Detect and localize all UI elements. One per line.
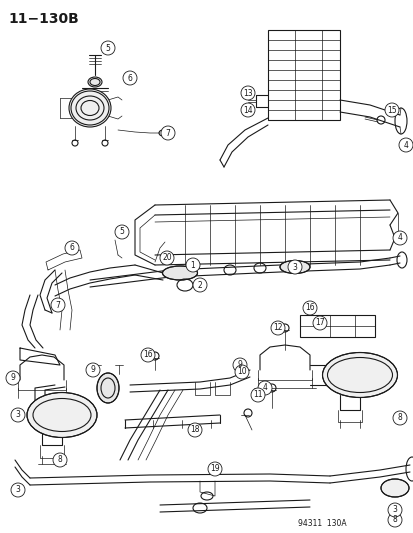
Text: 5: 5: [119, 228, 124, 237]
Ellipse shape: [88, 77, 102, 87]
Text: 16: 16: [304, 303, 314, 312]
Circle shape: [250, 388, 264, 402]
Ellipse shape: [27, 392, 97, 438]
Text: 8: 8: [57, 456, 62, 464]
Circle shape: [86, 363, 100, 377]
Text: 10: 10: [237, 367, 246, 376]
Text: 13: 13: [242, 88, 252, 98]
Circle shape: [123, 71, 137, 85]
Circle shape: [257, 381, 271, 395]
Text: 17: 17: [314, 319, 324, 327]
Circle shape: [11, 408, 25, 422]
Circle shape: [235, 365, 248, 379]
Circle shape: [240, 103, 254, 117]
Circle shape: [51, 298, 65, 312]
Circle shape: [141, 348, 154, 362]
Circle shape: [312, 316, 326, 330]
Ellipse shape: [380, 479, 408, 497]
Ellipse shape: [322, 352, 396, 398]
Circle shape: [115, 225, 129, 239]
Circle shape: [101, 41, 115, 55]
Text: 4: 4: [262, 384, 267, 392]
Text: 4: 4: [396, 233, 401, 243]
Text: 14: 14: [242, 106, 252, 115]
Bar: [299, 315, 374, 337]
Text: 3: 3: [392, 505, 396, 514]
Text: 20: 20: [162, 254, 171, 262]
Circle shape: [65, 241, 79, 255]
Circle shape: [192, 278, 206, 292]
Circle shape: [161, 126, 175, 140]
Text: 9: 9: [90, 366, 95, 375]
Circle shape: [302, 301, 316, 315]
Circle shape: [387, 503, 401, 517]
Text: 8: 8: [396, 414, 401, 423]
Circle shape: [240, 86, 254, 100]
Text: 94311  130A: 94311 130A: [297, 519, 346, 528]
Text: 18: 18: [190, 425, 199, 434]
Text: 15: 15: [386, 106, 396, 115]
Text: 9: 9: [11, 374, 15, 383]
Ellipse shape: [162, 266, 197, 280]
Text: 3: 3: [16, 410, 20, 419]
Text: 11−130B: 11−130B: [8, 12, 78, 26]
Circle shape: [392, 411, 406, 425]
Circle shape: [387, 513, 401, 527]
Circle shape: [271, 321, 284, 335]
Ellipse shape: [279, 261, 309, 273]
Text: 11: 11: [253, 391, 262, 400]
Bar: [267, 30, 339, 120]
Circle shape: [384, 103, 398, 117]
Circle shape: [287, 260, 301, 274]
Circle shape: [159, 251, 173, 265]
Circle shape: [233, 358, 247, 372]
Text: 3: 3: [16, 486, 20, 495]
Circle shape: [207, 462, 221, 476]
Text: 1: 1: [190, 261, 195, 270]
Text: 6: 6: [69, 244, 74, 253]
Ellipse shape: [97, 373, 119, 403]
Ellipse shape: [69, 89, 111, 127]
Text: 4: 4: [403, 141, 408, 149]
Text: 8: 8: [392, 515, 396, 524]
Circle shape: [392, 231, 406, 245]
Text: 3: 3: [292, 262, 297, 271]
Text: 16: 16: [143, 351, 152, 359]
Circle shape: [53, 453, 67, 467]
Circle shape: [11, 483, 25, 497]
Circle shape: [6, 371, 20, 385]
Text: 6: 6: [127, 74, 132, 83]
Text: 2: 2: [197, 280, 202, 289]
Text: 5: 5: [105, 44, 110, 52]
Circle shape: [398, 138, 412, 152]
Circle shape: [185, 258, 199, 272]
Text: 7: 7: [55, 301, 60, 310]
Circle shape: [188, 423, 202, 437]
Text: 19: 19: [210, 464, 219, 473]
Text: 12: 12: [273, 324, 282, 333]
Text: 7: 7: [165, 128, 170, 138]
Text: 9: 9: [237, 360, 242, 369]
